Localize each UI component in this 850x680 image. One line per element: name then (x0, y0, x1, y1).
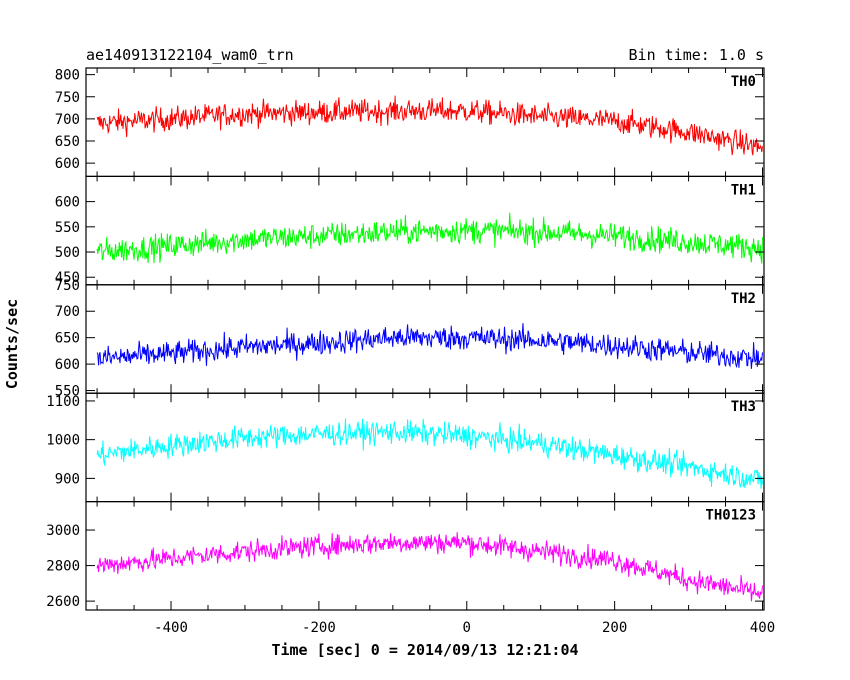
y-tick-label: 600 (55, 195, 80, 211)
y-tick-label: 650 (55, 134, 80, 150)
panel-th0: 600 650 700 750 800 TH0 (55, 67, 765, 178)
panel-frame (85, 284, 765, 394)
y-tick-label: 550 (55, 220, 80, 236)
series-line-th0123 (96, 532, 763, 602)
x-axis-label: Time [sec] 0 = 2014/09/13 12:21:04 (271, 641, 578, 659)
y-tick-label: 450 (55, 270, 80, 286)
x-tick-label: 0 (463, 620, 471, 636)
series-line-th2 (96, 323, 763, 369)
y-tick-label: 500 (55, 245, 80, 261)
y-tick-label: 750 (55, 278, 80, 294)
y-tick-label: 700 (55, 304, 80, 320)
panel-th0123: 2600 2800 3000 TH0123 (46, 501, 765, 611)
y-tick-label: 2600 (46, 594, 80, 610)
y-tick-label: 600 (55, 357, 80, 373)
y-tick-label: 700 (55, 112, 80, 128)
panel-label: TH0 (731, 74, 756, 90)
panel-th3: 900 1000 1100 TH3 (46, 392, 765, 503)
panel-label: TH3 (731, 399, 756, 415)
panel-label: TH1 (731, 182, 756, 198)
chart-title: ae140913122104_wam0_trn (86, 46, 294, 64)
y-tick-label: 1100 (46, 394, 80, 410)
x-tick-label: -400 (154, 620, 188, 636)
y-tick-label: 650 (55, 331, 80, 347)
panel-label: TH2 (731, 291, 756, 307)
panel-th1: 450 500 550 600 TH1 (55, 175, 765, 286)
y-tick-label: 1000 (46, 433, 80, 449)
y-tick-label: 600 (55, 156, 80, 172)
panel-frame (85, 501, 765, 611)
x-tick-label: -200 (302, 620, 336, 636)
series-line-th3 (96, 418, 763, 489)
panel-frame (85, 175, 765, 286)
y-axis-label: Counts/sec (3, 299, 21, 389)
series-line-th0 (96, 95, 763, 156)
y-tick-label: 900 (55, 471, 80, 487)
bin-time-label: Bin time: 1.0 s (629, 46, 764, 64)
y-tick-label: 3000 (46, 523, 80, 539)
y-tick-label: 750 (55, 90, 80, 106)
y-tick-label: 2800 (46, 559, 80, 575)
y-tick-label: 800 (55, 68, 80, 84)
panel-th2: 550 600 650 700 750 TH2 (55, 278, 765, 400)
x-tick-label: 200 (602, 620, 627, 636)
y-tick-label: 550 (55, 384, 80, 400)
x-tick-label: 400 (750, 620, 775, 636)
series-line-th1 (96, 212, 763, 264)
panel-label: TH0123 (705, 508, 756, 524)
